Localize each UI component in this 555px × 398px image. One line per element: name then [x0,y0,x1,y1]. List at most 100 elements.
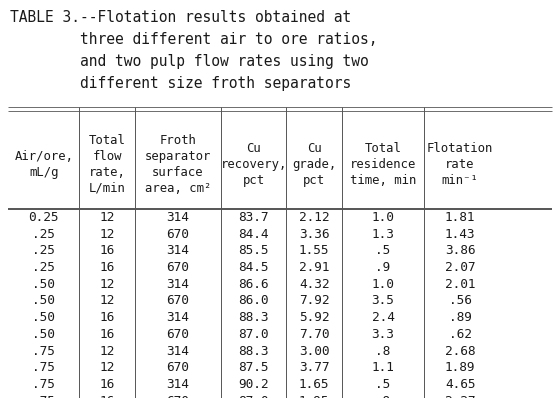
Text: 2.68: 2.68 [445,345,475,357]
Text: 2.01: 2.01 [445,278,475,291]
Text: 1.89: 1.89 [445,361,475,374]
Text: 670: 670 [166,395,189,398]
Text: .25: .25 [32,228,56,240]
Text: .50: .50 [32,295,56,307]
Text: 16: 16 [99,244,115,257]
Text: .8: .8 [375,345,391,357]
Text: 16: 16 [99,378,115,391]
Text: .75: .75 [32,361,56,374]
Text: 670: 670 [166,295,189,307]
Text: .5: .5 [375,244,391,257]
Text: 314: 314 [166,211,189,224]
Text: time, min: time, min [350,174,416,187]
Text: .50: .50 [32,311,56,324]
Text: 1.43: 1.43 [445,228,475,240]
Text: .50: .50 [32,328,56,341]
Text: separator: separator [145,150,211,163]
Text: .56: .56 [448,295,472,307]
Text: .50: .50 [32,278,56,291]
Text: .9: .9 [375,395,391,398]
Text: area, cm²: area, cm² [145,181,211,195]
Text: 90.2: 90.2 [239,378,269,391]
Text: 670: 670 [166,228,189,240]
Text: .9: .9 [375,261,391,274]
Text: 1.1: 1.1 [371,361,395,374]
Text: 4.65: 4.65 [445,378,475,391]
Text: 87.5: 87.5 [239,361,269,374]
Text: 314: 314 [166,345,189,357]
Text: .75: .75 [32,378,56,391]
Text: 12: 12 [99,211,115,224]
Text: 12: 12 [99,295,115,307]
Text: 1.65: 1.65 [299,378,329,391]
Text: surface: surface [152,166,204,179]
Text: 7.70: 7.70 [299,328,329,341]
Text: 1.95: 1.95 [299,395,329,398]
Text: 3.00: 3.00 [299,345,329,357]
Text: rate: rate [445,158,475,171]
Text: 314: 314 [166,278,189,291]
Text: 85.5: 85.5 [239,244,269,257]
Text: 670: 670 [166,361,189,374]
Text: 16: 16 [99,395,115,398]
Text: 0.25: 0.25 [29,211,59,224]
Text: .89: .89 [448,311,472,324]
Text: .75: .75 [32,395,56,398]
Text: 86.0: 86.0 [239,295,269,307]
Text: 2.91: 2.91 [299,261,329,274]
Text: 1.81: 1.81 [445,211,475,224]
Text: 84.4: 84.4 [239,228,269,240]
Text: 1.0: 1.0 [371,211,395,224]
Text: recovery,: recovery, [220,158,287,171]
Text: 7.92: 7.92 [299,295,329,307]
Text: 3.3: 3.3 [371,328,395,341]
Text: 1.55: 1.55 [299,244,329,257]
Text: flow: flow [92,150,122,163]
Text: 88.3: 88.3 [239,345,269,357]
Text: grade,: grade, [292,158,336,171]
Text: Cu: Cu [307,142,321,155]
Text: 84.5: 84.5 [239,261,269,274]
Text: 12: 12 [99,345,115,357]
Text: pct: pct [243,174,265,187]
Text: 4.32: 4.32 [299,278,329,291]
Text: Froth: Froth [159,134,196,147]
Text: min⁻¹: min⁻¹ [442,174,478,187]
Text: 1.3: 1.3 [371,228,395,240]
Text: 314: 314 [166,311,189,324]
Text: Total: Total [365,142,401,155]
Text: residence: residence [350,158,416,171]
Text: 670: 670 [166,261,189,274]
Text: .75: .75 [32,345,56,357]
Text: Cu: Cu [246,142,261,155]
Text: 2.4: 2.4 [371,311,395,324]
Text: three different air to ore ratios,: three different air to ore ratios, [10,32,377,47]
Text: different size froth separators: different size froth separators [10,76,351,91]
Text: 2.12: 2.12 [299,211,329,224]
Text: 314: 314 [166,244,189,257]
Text: 12: 12 [99,361,115,374]
Text: 670: 670 [166,328,189,341]
Text: 2.07: 2.07 [445,261,475,274]
Text: Air/ore,: Air/ore, [14,150,73,163]
Text: 12: 12 [99,278,115,291]
Text: 87.0: 87.0 [239,328,269,341]
Text: 3.36: 3.36 [299,228,329,240]
Text: Total: Total [89,134,125,147]
Text: 16: 16 [99,328,115,341]
Text: pct: pct [303,174,325,187]
Text: mL/g: mL/g [29,166,59,179]
Text: 87.0: 87.0 [239,395,269,398]
Text: 16: 16 [99,261,115,274]
Text: 3.86: 3.86 [445,244,475,257]
Text: .5: .5 [375,378,391,391]
Text: .25: .25 [32,261,56,274]
Text: and two pulp flow rates using two: and two pulp flow rates using two [10,54,369,69]
Text: 16: 16 [99,311,115,324]
Text: rate,: rate, [89,166,125,179]
Text: 88.3: 88.3 [239,311,269,324]
Text: 86.6: 86.6 [239,278,269,291]
Text: 3.5: 3.5 [371,295,395,307]
Text: L/min: L/min [89,181,125,195]
Text: 314: 314 [166,378,189,391]
